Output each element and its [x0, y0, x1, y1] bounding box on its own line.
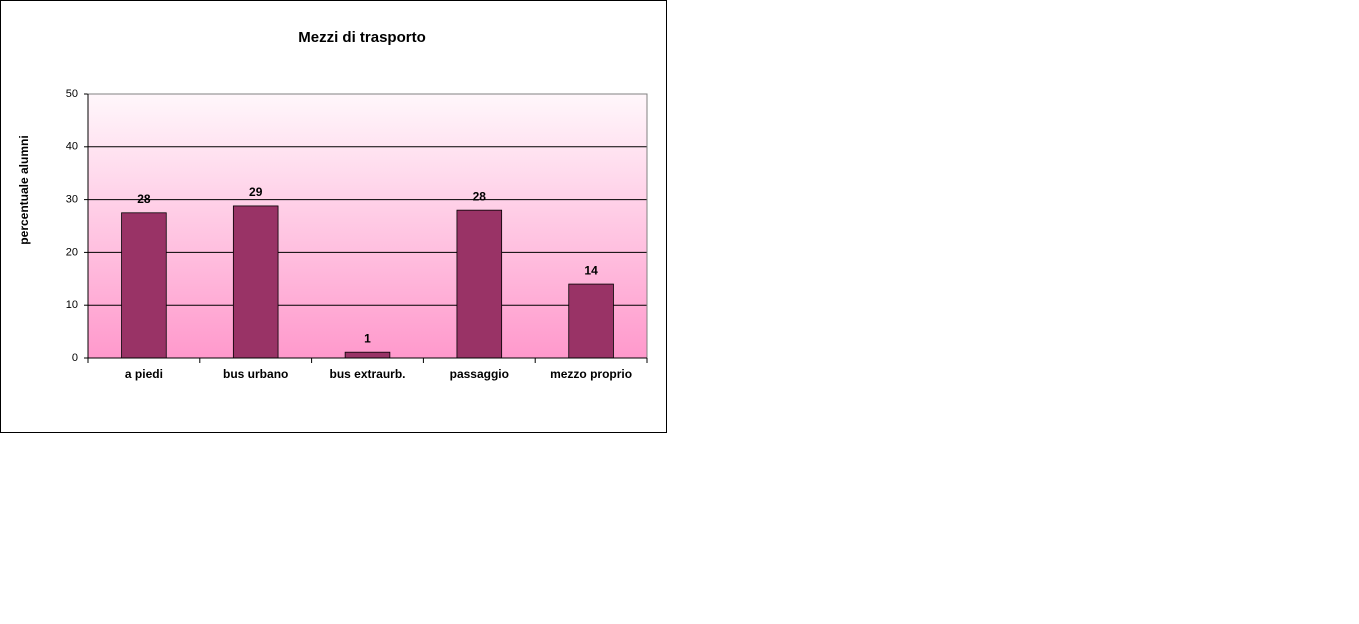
value-label: 29	[249, 185, 263, 199]
x-tick-label: a piedi	[125, 367, 163, 381]
y-tick-label: 30	[66, 194, 78, 206]
value-label: 28	[473, 189, 487, 203]
bar	[568, 283, 614, 359]
value-label: 14	[584, 263, 598, 277]
value-label: 28	[137, 192, 151, 206]
bar	[232, 205, 279, 359]
bar	[121, 212, 167, 359]
x-tick-label: passaggio	[450, 367, 509, 381]
plot-area	[88, 94, 647, 358]
y-tick-label: 10	[66, 299, 78, 311]
y-tick-label: 50	[66, 88, 78, 100]
x-tick-label: mezzo proprio	[550, 367, 632, 381]
x-tick-label: bus extraurb.	[329, 367, 405, 381]
y-axis-label: percentuale alumni	[17, 135, 31, 244]
bar	[456, 209, 503, 359]
y-tick-label: 20	[66, 246, 78, 258]
value-label: 1	[364, 331, 371, 345]
y-tick-label: 0	[72, 352, 78, 364]
y-tick-label: 40	[66, 141, 78, 153]
bar	[344, 351, 391, 359]
chart-title: Mezzi di trasporto	[298, 29, 426, 46]
x-tick-label: bus urbano	[223, 367, 288, 381]
